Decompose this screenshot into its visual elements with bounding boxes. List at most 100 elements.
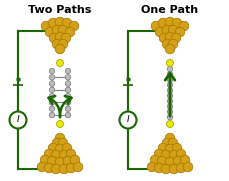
Circle shape [44,163,54,173]
Circle shape [179,155,189,165]
Circle shape [66,163,76,173]
Text: I: I [17,115,19,125]
Circle shape [51,164,60,174]
Text: I: I [126,115,129,125]
Circle shape [49,68,55,74]
FancyArrowPatch shape [48,96,60,117]
Circle shape [153,163,163,173]
Circle shape [41,21,51,31]
Circle shape [150,21,160,31]
Circle shape [44,149,54,159]
Circle shape [166,71,172,77]
Circle shape [48,143,57,153]
Circle shape [169,164,178,174]
Circle shape [183,162,192,172]
Circle shape [167,39,177,49]
Text: Two Paths: Two Paths [28,5,91,15]
Circle shape [65,68,71,74]
Circle shape [69,21,79,31]
Circle shape [172,156,182,166]
Circle shape [150,155,159,165]
Circle shape [40,155,50,165]
Circle shape [166,104,172,109]
Circle shape [55,144,65,154]
Circle shape [56,60,63,66]
Circle shape [166,98,172,104]
Circle shape [166,77,172,83]
Circle shape [158,33,168,43]
Circle shape [153,149,163,159]
Circle shape [169,150,178,160]
Circle shape [166,114,172,120]
FancyArrowPatch shape [60,96,71,117]
Circle shape [167,138,177,148]
Circle shape [55,133,65,143]
Circle shape [119,111,136,129]
Circle shape [52,25,62,35]
Circle shape [56,121,63,127]
Circle shape [51,150,60,160]
Circle shape [166,121,173,127]
Circle shape [167,25,177,35]
Circle shape [65,106,71,111]
Circle shape [58,25,68,35]
Circle shape [164,44,174,54]
Circle shape [161,39,171,49]
Circle shape [65,112,71,118]
Circle shape [164,133,174,143]
Circle shape [172,143,181,153]
Circle shape [37,162,46,172]
Circle shape [166,66,172,72]
Circle shape [55,157,65,167]
Circle shape [170,33,180,43]
Circle shape [65,27,74,37]
Circle shape [55,17,65,27]
FancyArrowPatch shape [164,73,174,116]
Circle shape [55,32,65,42]
Circle shape [65,75,71,80]
Circle shape [49,81,55,86]
Circle shape [49,100,55,105]
Circle shape [58,138,68,148]
Circle shape [164,144,174,154]
Circle shape [61,33,71,43]
Circle shape [161,164,170,174]
Circle shape [49,106,55,111]
Circle shape [166,82,172,88]
Circle shape [70,155,79,165]
Circle shape [164,17,174,27]
Circle shape [178,21,188,31]
Circle shape [156,156,166,166]
Circle shape [52,138,62,148]
Circle shape [9,111,26,129]
Circle shape [155,27,164,37]
Circle shape [49,93,55,99]
Circle shape [166,60,173,66]
Circle shape [65,93,71,99]
Circle shape [174,27,184,37]
Circle shape [49,33,59,43]
Circle shape [58,39,68,49]
Circle shape [65,100,71,105]
Circle shape [147,162,156,172]
Circle shape [59,150,68,160]
Circle shape [172,18,181,28]
Circle shape [161,150,170,160]
Circle shape [47,156,57,166]
Circle shape [166,109,172,114]
Circle shape [166,88,172,93]
Circle shape [158,18,167,28]
Circle shape [166,93,172,98]
Circle shape [161,138,171,148]
Circle shape [48,18,57,28]
Circle shape [63,156,73,166]
Circle shape [49,87,55,93]
Circle shape [62,18,71,28]
Circle shape [65,81,71,86]
Circle shape [65,87,71,93]
Circle shape [59,164,68,174]
Circle shape [164,157,174,167]
Circle shape [158,143,167,153]
Circle shape [49,75,55,80]
Circle shape [175,163,185,173]
